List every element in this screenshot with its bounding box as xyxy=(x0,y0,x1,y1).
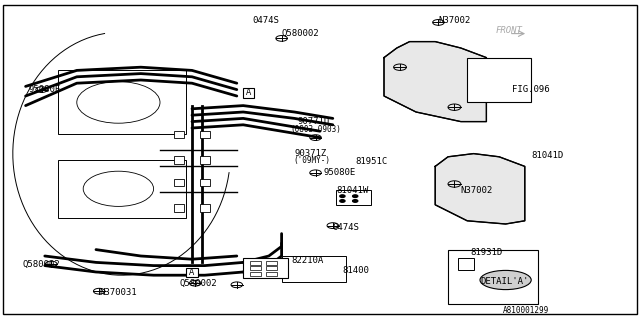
Bar xyxy=(243,88,254,98)
Circle shape xyxy=(340,200,345,202)
Text: 0474S: 0474S xyxy=(333,223,360,232)
Text: (0803-0903): (0803-0903) xyxy=(290,125,340,134)
Text: 81400: 81400 xyxy=(342,266,369,275)
Bar xyxy=(250,272,261,276)
Bar xyxy=(458,258,474,270)
Text: N37002: N37002 xyxy=(461,186,493,195)
Bar xyxy=(250,261,261,265)
Circle shape xyxy=(353,200,358,202)
Text: 0474S: 0474S xyxy=(253,16,280,25)
Bar xyxy=(200,131,210,138)
Text: FRONT: FRONT xyxy=(496,26,523,35)
Bar xyxy=(174,131,184,138)
Text: Q580002: Q580002 xyxy=(22,260,60,268)
Text: Q580002: Q580002 xyxy=(282,29,319,38)
Bar xyxy=(174,179,184,186)
Text: FIG.096: FIG.096 xyxy=(512,85,550,94)
Bar xyxy=(186,268,198,277)
Polygon shape xyxy=(384,42,486,122)
Circle shape xyxy=(340,195,345,197)
Text: A: A xyxy=(246,88,251,97)
Circle shape xyxy=(353,195,358,197)
Bar xyxy=(266,272,277,276)
Bar xyxy=(174,156,184,164)
Bar xyxy=(448,250,538,304)
Bar xyxy=(266,266,277,270)
Text: 81931D: 81931D xyxy=(470,248,502,257)
Bar xyxy=(467,58,531,102)
Text: N37002: N37002 xyxy=(438,16,470,25)
Bar xyxy=(174,204,184,212)
Bar xyxy=(200,156,210,164)
Bar xyxy=(243,258,288,278)
Text: N370031: N370031 xyxy=(99,288,137,297)
Bar xyxy=(250,266,261,270)
Text: ('09MY-): ('09MY-) xyxy=(293,156,330,165)
Ellipse shape xyxy=(480,270,531,290)
Text: A810001299: A810001299 xyxy=(502,306,548,315)
Bar xyxy=(200,179,210,186)
Text: DETAIL'A': DETAIL'A' xyxy=(480,277,529,286)
Polygon shape xyxy=(435,154,525,224)
Bar xyxy=(336,190,371,205)
Bar xyxy=(266,261,277,265)
Bar xyxy=(282,256,346,282)
Text: 90371Z: 90371Z xyxy=(294,149,326,158)
Bar xyxy=(58,160,186,218)
Text: A: A xyxy=(189,268,195,277)
Text: 81951C: 81951C xyxy=(355,157,387,166)
Text: 81041W: 81041W xyxy=(336,186,368,195)
Text: 95080E: 95080E xyxy=(323,168,355,177)
Text: 95080E: 95080E xyxy=(29,85,61,94)
Text: 81041D: 81041D xyxy=(531,151,563,160)
Bar xyxy=(58,70,186,134)
Text: 82210A: 82210A xyxy=(291,256,323,265)
Text: Q580002: Q580002 xyxy=(179,279,217,288)
Bar xyxy=(200,204,210,212)
Text: 90771U: 90771U xyxy=(298,117,330,126)
